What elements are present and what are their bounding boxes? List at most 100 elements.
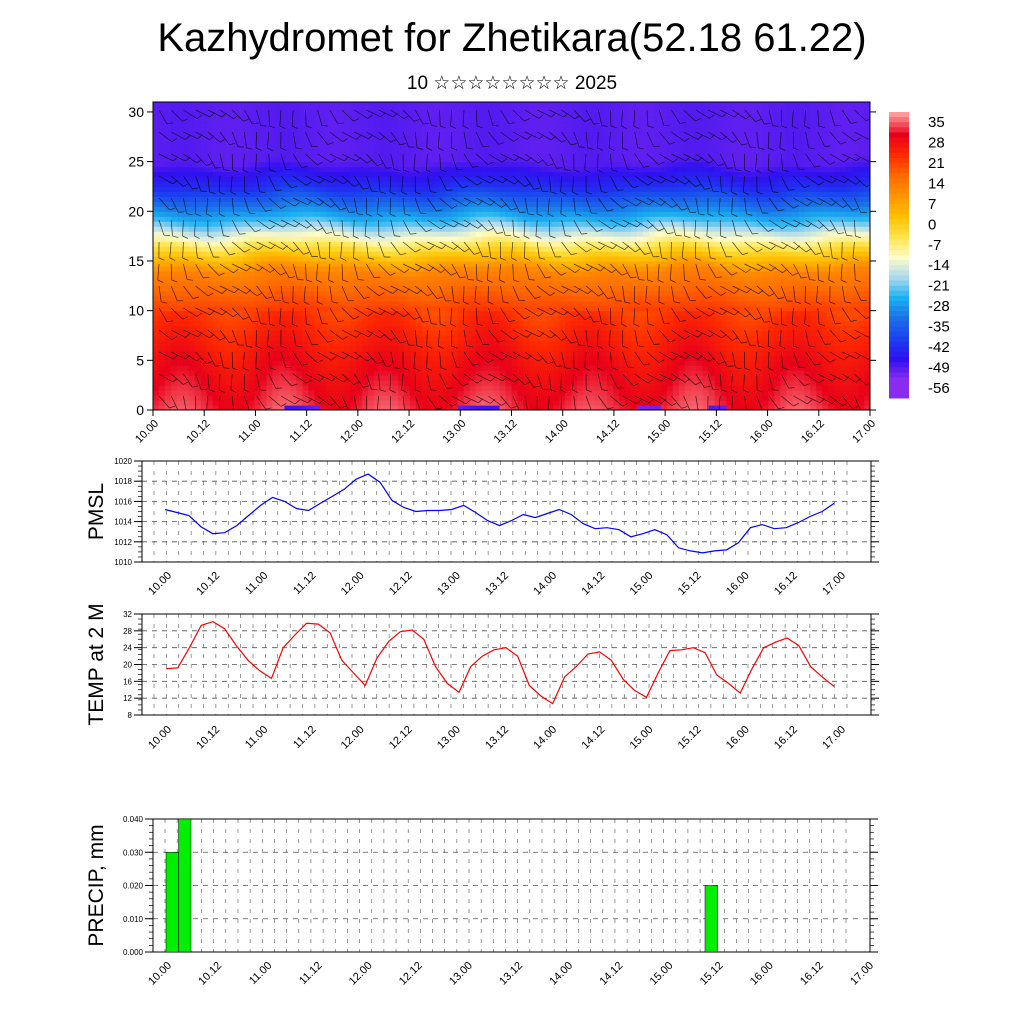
precip-xtick-label: 11.12 xyxy=(297,960,324,987)
temperature-panel: 8 12 16 20 24 28 32 TEMP at 2 M 10.00 10.12 11.00 1… xyxy=(85,603,879,752)
xs-xtick-label: 10.12 xyxy=(184,418,212,446)
temp-xtick-label: 12.12 xyxy=(387,724,415,752)
xs-xtick-label: 10.00 xyxy=(133,418,161,446)
temp-xtick-label: 16.12 xyxy=(772,724,800,752)
temp-xtick-label: 15.12 xyxy=(676,724,704,752)
temp-xtick-label: 12.00 xyxy=(339,724,367,752)
colorbar-swatch xyxy=(889,326,909,333)
precip-ytick-label: 0.020 xyxy=(123,882,144,891)
colorbar-swatch xyxy=(889,183,909,190)
pmsl-ytick-label: 1012 xyxy=(114,538,132,547)
pmsl-xtick-label: 13.12 xyxy=(483,570,511,598)
temp-ytick-label: 32 xyxy=(123,610,132,619)
pmsl-xtick-label: 16.00 xyxy=(724,570,752,598)
pmsl-frame xyxy=(141,460,872,563)
precip-xtick-label: 14.00 xyxy=(547,960,575,988)
pmsl-xtick-label: 15.00 xyxy=(628,570,656,598)
wind-barbs xyxy=(157,109,870,410)
precip-xtick-label: 17.00 xyxy=(848,960,876,988)
colorbar-swatch xyxy=(889,321,909,327)
temp-xtick-label: 11.00 xyxy=(243,724,270,751)
pmsl-xtick-label: 16.12 xyxy=(772,570,800,598)
temp-xtick-label: 10.00 xyxy=(146,724,174,752)
precip-xtick-label: 15.00 xyxy=(648,960,676,988)
pmsl-xtick-label: 14.00 xyxy=(531,570,559,598)
precip-xtick-label: 16.12 xyxy=(798,960,826,988)
precip-xtick-label: 10.12 xyxy=(196,960,224,988)
pmsl-xtick-label: 13.00 xyxy=(435,570,463,598)
temp-xtick-label: 15.00 xyxy=(628,724,656,752)
pmsl-line xyxy=(164,473,835,554)
temp-line xyxy=(165,620,835,705)
colorbar-label: 7 xyxy=(928,196,936,213)
chart-subtitle: 10 ☆☆☆☆☆☆☆☆ 2025 xyxy=(406,73,618,94)
colorbar-swatch xyxy=(889,377,909,384)
xs-xtick-label: 15.00 xyxy=(645,418,673,446)
y-tick-label: 20 xyxy=(128,203,144,219)
colorbar-swatch xyxy=(889,188,909,195)
temp-ytick-label: 24 xyxy=(123,644,132,653)
colorbar-label: -42 xyxy=(928,339,950,356)
colorbar-swatch xyxy=(889,198,909,205)
xs-xtick-label: 12.12 xyxy=(389,418,417,446)
precip-ytick-label: 0.000 xyxy=(123,948,144,957)
colorbar-label: -14 xyxy=(928,257,950,274)
colorbar-swatch xyxy=(889,382,909,389)
y-tick-label: 10 xyxy=(128,303,144,319)
precip-xtick-label: 14.12 xyxy=(597,960,625,988)
colorbar-swatch xyxy=(889,219,909,225)
colorbar-swatch xyxy=(889,132,909,139)
colorbar-swatch xyxy=(889,331,909,338)
precip-bar xyxy=(178,818,192,953)
temp-xtick-label: 16.00 xyxy=(724,724,752,752)
colorbar-swatch xyxy=(889,137,909,144)
xs-xtick-label: 16.00 xyxy=(748,418,776,446)
colorbar-swatch xyxy=(889,234,909,241)
xs-xtick-label: 16.12 xyxy=(799,418,827,446)
precip-ylabel: PRECIP, mm xyxy=(85,824,108,946)
temp-xtick-label: 13.00 xyxy=(435,724,463,752)
xs-xtick-label: 13.00 xyxy=(440,418,468,446)
colorbar-swatch xyxy=(889,300,909,307)
y-tick-label: 0 xyxy=(136,402,144,418)
colorbar-label: 21 xyxy=(928,155,945,172)
colorbar-label: -49 xyxy=(928,359,950,376)
pmsl-xtick-label: 17.00 xyxy=(820,570,848,598)
precip-ytick-label: 0.010 xyxy=(123,915,144,924)
colorbar-swatch xyxy=(889,280,909,287)
xs-xtick-label: 12.00 xyxy=(338,418,366,446)
colorbar-swatch xyxy=(889,214,909,220)
colorbar-swatch xyxy=(889,152,909,159)
colorbar-swatch xyxy=(889,346,909,353)
colorbar-swatch xyxy=(889,311,909,317)
colorbar-label: -35 xyxy=(928,319,950,336)
colorbar-swatch xyxy=(889,163,909,169)
temp-xtick-label: 13.12 xyxy=(483,724,511,752)
temp-ytick-label: 20 xyxy=(123,661,132,670)
xs-xtick-label: 13.12 xyxy=(492,418,520,446)
cross-section-panel: 0 5 10 15 20 25 30 10.00 10.12 11.00 11.12 12.00 12.… xyxy=(128,101,878,446)
colorbar-swatch xyxy=(889,178,909,184)
colorbar: 35 28 21 14 7 0 -7 -14 -21 -28 -35 -42 -49 -56 xyxy=(889,112,950,399)
chart-title: Kazhydromet for Zhetikara(52.18 61.22) xyxy=(157,16,867,60)
colorbar-swatch xyxy=(889,336,909,343)
pmsl-xtick-label: 14.12 xyxy=(579,570,607,598)
colorbar-label: -56 xyxy=(928,380,950,397)
precip-xtick-label: 11.00 xyxy=(247,960,274,987)
colorbar-swatch xyxy=(889,173,909,179)
colorbar-swatch xyxy=(889,387,909,394)
pmsl-ylabel: PMSL xyxy=(85,483,108,540)
colorbar-swatch xyxy=(889,367,909,373)
precip-ytick-label: 0.030 xyxy=(123,848,144,857)
colorbar-swatch xyxy=(889,117,909,123)
colorbar-swatch xyxy=(889,224,909,230)
precip-bar xyxy=(165,852,179,953)
pmsl-xtick-label: 10.12 xyxy=(194,570,222,598)
pmsl-xtick-label: 12.12 xyxy=(387,570,415,598)
colorbar-swatch xyxy=(889,275,909,282)
temp-ytick-label: 16 xyxy=(123,677,132,686)
colorbar-swatch xyxy=(889,229,909,236)
precip-bar xyxy=(704,885,718,953)
xs-xtick-label: 17.00 xyxy=(850,418,878,446)
